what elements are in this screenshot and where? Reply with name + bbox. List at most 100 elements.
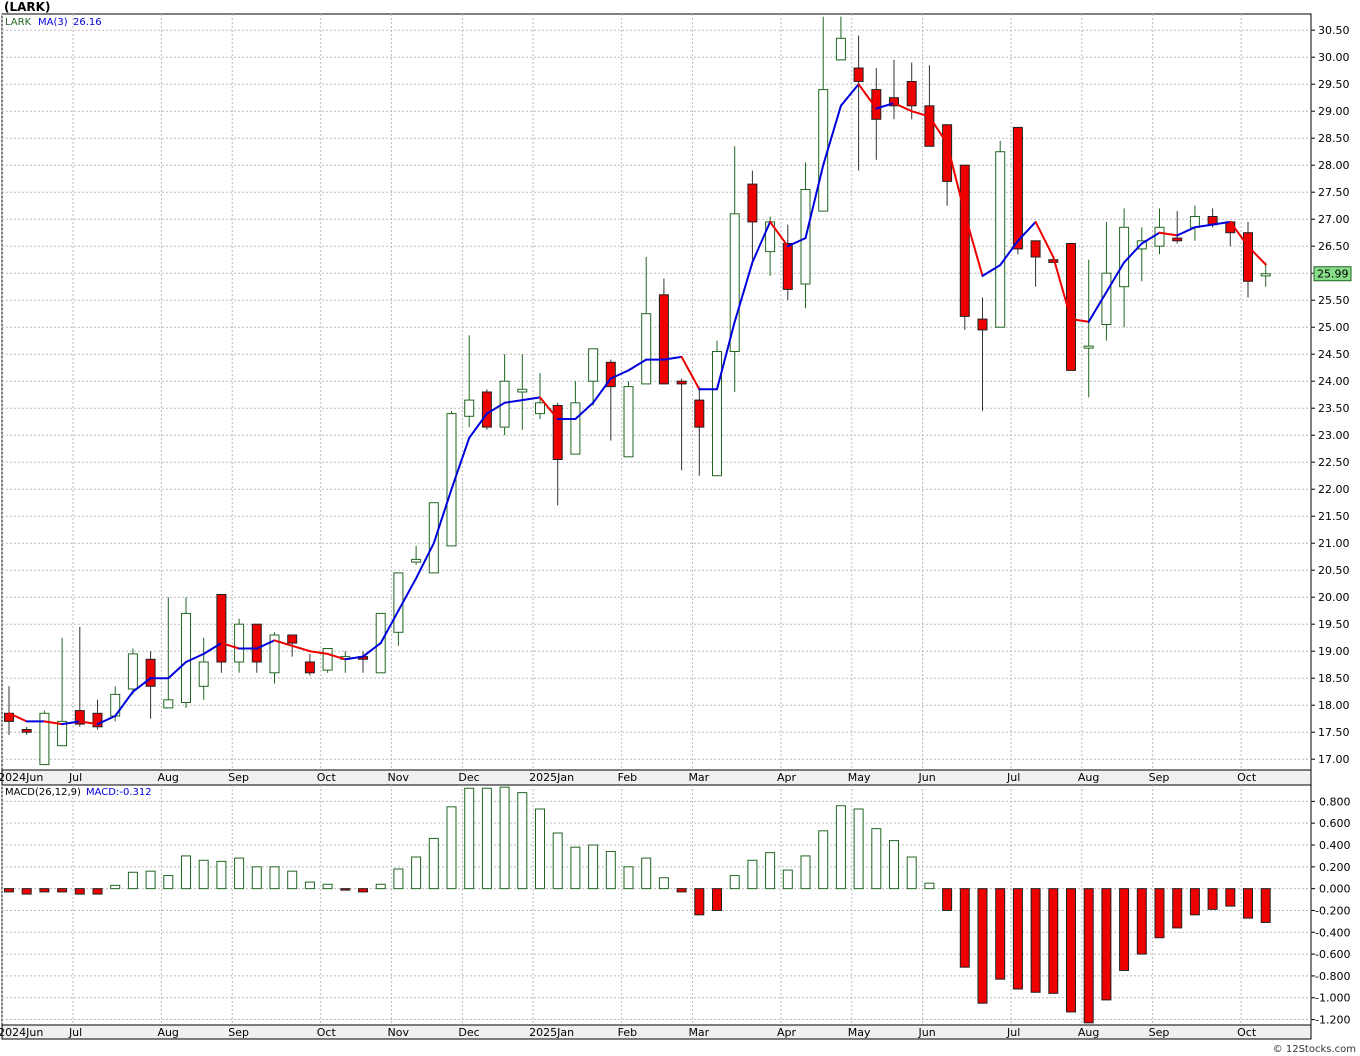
candle-body: [712, 351, 722, 477]
macd-bar-positive: [198, 859, 209, 890]
macd-bar-negative: [1066, 888, 1076, 1013]
price-ytick-label: 20.50: [1318, 564, 1350, 577]
ma3-segment: [751, 220, 772, 264]
price-xtick-label: Feb: [618, 771, 637, 784]
candle-down: [924, 65, 935, 147]
candle-body: [1260, 273, 1271, 277]
candle-down: [694, 386, 705, 476]
price-xtick-label: Aug: [157, 771, 178, 784]
price-ytick-label: 25.00: [1318, 321, 1350, 334]
ma3-segment: [273, 639, 294, 647]
legend-ma-value: 26.16: [73, 17, 102, 28]
price-xtick-label: Mar: [688, 771, 709, 784]
macd-bar-negative: [959, 888, 970, 968]
price-xtick-label: Sep: [228, 771, 249, 784]
macd-ytick-label: -1.200: [1315, 1014, 1350, 1027]
candle-body: [322, 648, 333, 671]
candle-up: [39, 710, 50, 766]
ma3-segment: [680, 355, 701, 391]
ma3-segment: [627, 358, 648, 372]
price-xtick-label: Oct: [1237, 771, 1257, 784]
macd-bar-negative: [92, 888, 103, 895]
ma3-segment: [875, 102, 895, 110]
macd-bar-negative: [1136, 888, 1147, 955]
macd-ytick-label: 0.000: [1319, 883, 1351, 896]
candle-body: [835, 37, 846, 61]
macd-xtick-label: Jul: [1006, 1026, 1020, 1039]
macd-bar-positive: [517, 792, 528, 890]
candle-body: [676, 380, 687, 385]
price-xtick-label: Jul: [68, 771, 82, 784]
price-ytick-label: 30.00: [1318, 51, 1350, 64]
price-xtick-label: Jul: [1006, 771, 1020, 784]
macd-bar-positive: [446, 806, 457, 890]
ma3-segment: [857, 83, 878, 110]
candle-up: [835, 16, 846, 61]
macd-ytick-label: -0.400: [1315, 926, 1350, 939]
ma3-segment: [131, 677, 152, 693]
ma3-segment: [503, 399, 524, 404]
candle-down: [977, 297, 988, 411]
candle-body: [1243, 232, 1253, 282]
macd-xtick-label: Jul: [68, 1026, 82, 1039]
candle-down: [481, 389, 492, 430]
price-ytick-label: 25.50: [1318, 294, 1350, 307]
macd-bar-positive: [234, 857, 245, 890]
price-ytick-label: 28.50: [1318, 132, 1350, 145]
ma3-segment: [397, 577, 418, 612]
price-xtick-label: Oct: [317, 771, 337, 784]
ma3-segment: [1158, 231, 1179, 237]
macd-bar-negative: [995, 888, 1006, 980]
candle-up: [535, 373, 545, 419]
macd-bar-positive: [481, 787, 492, 890]
candle-body: [1083, 345, 1094, 349]
candle-body: [145, 658, 156, 687]
candle-body: [552, 405, 563, 460]
last-price-label: 25.99: [1317, 268, 1349, 281]
candle-down: [1012, 126, 1023, 255]
macd-bar-positive: [853, 808, 864, 890]
candle-body: [694, 399, 705, 428]
price-ytick-label: 30.50: [1318, 24, 1350, 37]
candle-up: [1260, 262, 1271, 287]
candle-body: [588, 348, 599, 382]
price-ytick-label: 21.00: [1318, 537, 1350, 550]
candle-up: [127, 648, 138, 695]
macd-bar-positive: [127, 871, 138, 890]
candle-up: [588, 348, 599, 406]
price-ytick-label: 26.50: [1318, 240, 1350, 253]
candle-down: [21, 726, 32, 735]
price-ytick-label: 20.00: [1318, 591, 1350, 604]
macd-xtick-label: Oct: [317, 1026, 337, 1039]
price-ytick-label: 27.00: [1318, 213, 1350, 226]
macd-bar-positive: [782, 869, 793, 890]
macd-xtick-label: Oct: [1237, 1026, 1257, 1039]
macd-bar-negative: [1189, 888, 1200, 916]
macd-bar-negative: [4, 888, 14, 893]
ma3-segment: [326, 652, 347, 661]
price-ytick-label: 22.00: [1318, 483, 1350, 496]
candle-body: [641, 313, 652, 385]
candle-body: [251, 623, 262, 663]
candle-body: [269, 634, 280, 674]
price-ytick-label: 29.50: [1318, 78, 1350, 91]
candle-up: [57, 637, 68, 747]
candle-body: [818, 89, 829, 212]
candle-body: [57, 720, 68, 747]
ma3-segment: [1087, 291, 1108, 323]
ma3-segment: [822, 104, 842, 167]
price-ytick-label: 18.50: [1318, 672, 1350, 685]
candle-body: [428, 502, 439, 574]
price-ytick-label: 17.50: [1318, 726, 1350, 739]
macd-xtick-label: 2024Jun: [0, 1026, 43, 1039]
price-xtick-label: Sep: [1149, 771, 1170, 784]
macd-bar-positive: [304, 881, 315, 890]
macd-bar-negative: [340, 888, 351, 891]
macd-bar-positive: [871, 828, 882, 890]
macd-bar-negative: [57, 888, 68, 893]
macd-bar-positive: [658, 877, 669, 890]
ma3-segment: [185, 652, 205, 663]
candle-body: [1119, 226, 1130, 288]
ma3-segment: [716, 320, 736, 391]
macd-bar-negative: [977, 888, 988, 1004]
